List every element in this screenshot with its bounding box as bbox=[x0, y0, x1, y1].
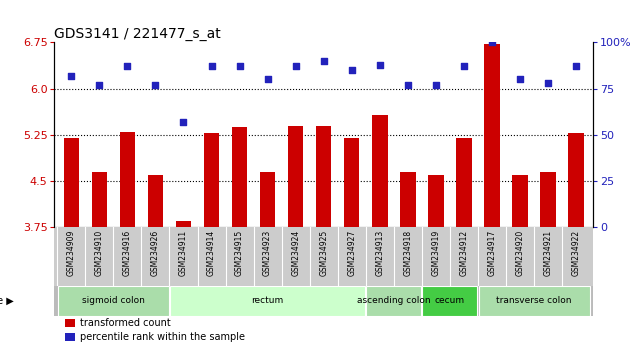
Point bbox=[178, 119, 188, 125]
Text: GSM234913: GSM234913 bbox=[375, 230, 385, 276]
Text: GSM234925: GSM234925 bbox=[319, 230, 328, 276]
Point bbox=[487, 40, 497, 45]
Point bbox=[374, 62, 385, 68]
Bar bbox=[232, 127, 247, 227]
Text: transformed count: transformed count bbox=[80, 318, 171, 328]
Bar bbox=[288, 126, 303, 227]
Text: GSM234924: GSM234924 bbox=[291, 230, 300, 276]
Bar bbox=[540, 172, 556, 227]
Bar bbox=[120, 132, 135, 227]
Text: GSM234926: GSM234926 bbox=[151, 230, 160, 276]
Point bbox=[431, 82, 441, 88]
Bar bbox=[316, 126, 331, 227]
Text: GSM234909: GSM234909 bbox=[67, 230, 76, 276]
Bar bbox=[372, 115, 388, 227]
Bar bbox=[260, 172, 276, 227]
Text: ascending colon: ascending colon bbox=[357, 296, 431, 306]
Bar bbox=[176, 221, 191, 227]
Bar bbox=[422, 286, 478, 316]
Bar bbox=[428, 175, 444, 227]
Text: sigmoid colon: sigmoid colon bbox=[82, 296, 145, 306]
Text: percentile rank within the sample: percentile rank within the sample bbox=[80, 332, 246, 342]
Text: GSM234920: GSM234920 bbox=[515, 230, 524, 276]
Bar bbox=[58, 286, 169, 316]
Text: GSM234915: GSM234915 bbox=[235, 230, 244, 276]
Text: GSM234912: GSM234912 bbox=[460, 230, 469, 276]
Text: cecum: cecum bbox=[435, 296, 465, 306]
Bar bbox=[367, 286, 421, 316]
Bar bbox=[456, 138, 472, 227]
Bar bbox=[478, 286, 590, 316]
Bar bbox=[484, 44, 500, 227]
Bar bbox=[400, 172, 415, 227]
Text: GSM234922: GSM234922 bbox=[572, 230, 581, 276]
Bar bbox=[63, 138, 79, 227]
Text: GSM234917: GSM234917 bbox=[487, 230, 497, 276]
Point bbox=[347, 67, 357, 73]
Bar bbox=[65, 333, 75, 341]
Bar bbox=[170, 286, 365, 316]
Point bbox=[122, 64, 133, 69]
Text: GSM234919: GSM234919 bbox=[431, 230, 440, 276]
Point bbox=[459, 64, 469, 69]
Point bbox=[263, 76, 273, 82]
Text: GDS3141 / 221477_s_at: GDS3141 / 221477_s_at bbox=[54, 28, 221, 41]
Text: GSM234923: GSM234923 bbox=[263, 230, 272, 276]
Point bbox=[319, 58, 329, 64]
Point bbox=[150, 82, 160, 88]
Bar bbox=[569, 133, 584, 227]
Text: GSM234910: GSM234910 bbox=[95, 230, 104, 276]
Bar bbox=[344, 138, 360, 227]
Text: GSM234916: GSM234916 bbox=[123, 230, 132, 276]
Text: GSM234921: GSM234921 bbox=[544, 230, 553, 276]
Text: GSM234911: GSM234911 bbox=[179, 230, 188, 276]
Point bbox=[206, 64, 217, 69]
Text: rectum: rectum bbox=[251, 296, 284, 306]
Point bbox=[543, 80, 553, 86]
Bar bbox=[65, 319, 75, 327]
Bar bbox=[204, 133, 219, 227]
Point bbox=[571, 64, 581, 69]
Text: GSM234918: GSM234918 bbox=[403, 230, 412, 276]
Text: GSM234914: GSM234914 bbox=[207, 230, 216, 276]
Point bbox=[290, 64, 301, 69]
Point bbox=[94, 82, 104, 88]
Bar bbox=[147, 175, 163, 227]
Bar bbox=[92, 172, 107, 227]
Point bbox=[403, 82, 413, 88]
Point bbox=[515, 76, 525, 82]
Text: tissue ▶: tissue ▶ bbox=[0, 296, 14, 306]
Text: transverse colon: transverse colon bbox=[496, 296, 572, 306]
Bar bbox=[512, 175, 528, 227]
Point bbox=[66, 73, 76, 79]
Point bbox=[235, 64, 245, 69]
Text: GSM234927: GSM234927 bbox=[347, 230, 356, 276]
